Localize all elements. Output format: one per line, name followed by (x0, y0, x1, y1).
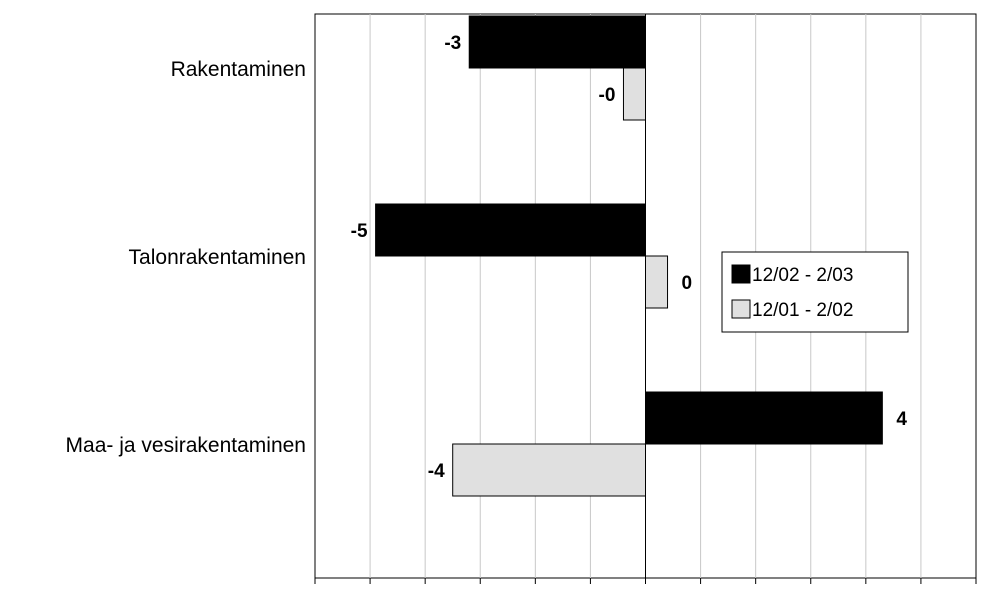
legend: 12/02 - 2/03 12/01 - 2/02 (721, 251, 909, 333)
category-label: Maa- ja vesirakentaminen (66, 434, 306, 457)
legend-swatch (731, 264, 751, 284)
category-labels: Rakentaminen Talonrakentaminen Maa- ja ves… (66, 58, 306, 457)
data-label: -4 (428, 461, 445, 482)
x-axis-ticks: -6-5-4-3-2-10123456 (314, 578, 977, 584)
bar-series2 (622, 67, 647, 121)
data-label: -0 (599, 85, 616, 106)
legend-label: 12/01 - 2/02 (752, 300, 853, 321)
bar-series2 (452, 443, 647, 497)
legend-label: 12/02 - 2/03 (752, 265, 853, 286)
bars: -3 -0 -5 0 4 -4 (351, 15, 907, 497)
data-label: 4 (896, 409, 907, 430)
data-label: -5 (351, 221, 368, 242)
legend-swatch (731, 299, 751, 319)
data-label: 0 (682, 273, 693, 294)
category-label: Rakentaminen (171, 58, 306, 81)
data-label: -3 (444, 33, 461, 54)
bar-series1 (468, 15, 646, 69)
category-label: Talonrakentaminen (129, 246, 306, 269)
bar-series1 (645, 391, 883, 445)
bar-series2 (645, 255, 669, 309)
bar-series1 (375, 203, 646, 257)
legend-box (721, 251, 909, 333)
